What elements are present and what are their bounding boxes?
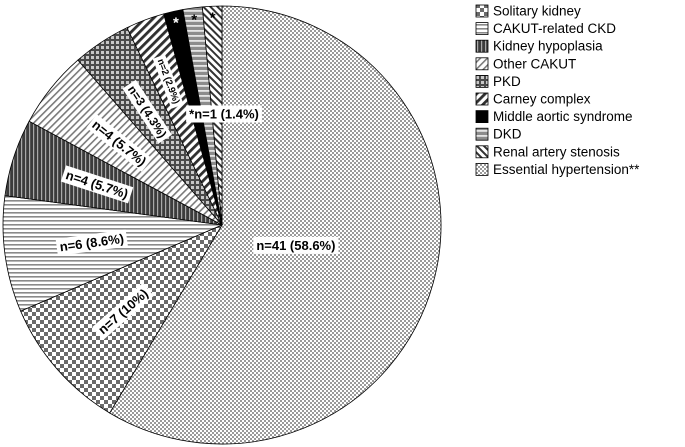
legend-label: Other CAKUT [493,56,576,71]
legend-label: CAKUT-related CKD [493,21,616,36]
legend-swatch [475,110,489,123]
legend-label: Solitary kidney [493,4,581,19]
pie-slice-essential-hypertension [109,5,442,445]
legend-label: Renal artery stenosis [493,144,620,159]
legend-label: Essential hypertension** [493,162,640,177]
legend-swatch [475,39,489,53]
slice-label-cakut-related-ckd: n=6 (8.6%) [55,229,128,256]
legend-swatch [475,145,489,159]
pie-slices [2,5,442,445]
legend: Solitary kidney CAKUT-related CKD Kidney h… [475,4,640,177]
legend-swatch [475,92,489,106]
legend-item: Essential hypertension** [475,162,640,177]
legend-item: PKD [475,74,521,89]
legend-swatch [475,127,489,141]
legend-label: Carney complex [493,92,591,107]
star-marker-middle-aortic-syndrome: * [173,15,179,32]
star-marker-renal-artery-stenosis: * [210,10,216,27]
legend-label: Kidney hypoplasia [493,39,603,54]
legend-label: PKD [493,74,521,89]
legend-label: DKD [493,127,522,142]
legend-swatch [475,4,489,18]
legend-item: CAKUT-related CKD [475,21,616,36]
legend-swatch [475,75,489,88]
legend-item: Solitary kidney [475,4,581,19]
legend-label: Middle aortic syndrome [493,109,633,124]
legend-swatch [475,57,489,71]
legend-item: Carney complex [475,92,591,107]
svg-text:*n=1 (1.4%): *n=1 (1.4%) [189,107,259,122]
single-case-note-label: *n=1 (1.4%) [186,105,262,123]
slice-label-essential-hypertension: n=41 (58.6%) [253,236,339,254]
star-marker-dkd: * [191,11,197,28]
legend-item: Kidney hypoplasia [475,39,603,54]
legend-swatch [475,22,489,36]
legend-item: Renal artery stenosis [475,144,620,159]
legend-item: Middle aortic syndrome [475,109,633,124]
legend-item: Other CAKUT [475,56,576,71]
legend-item: DKD [475,127,522,142]
svg-text:n=41 (58.6%): n=41 (58.6%) [256,238,335,253]
legend-swatch [475,162,489,176]
pie-slice-cakut-related-ckd [2,195,224,312]
